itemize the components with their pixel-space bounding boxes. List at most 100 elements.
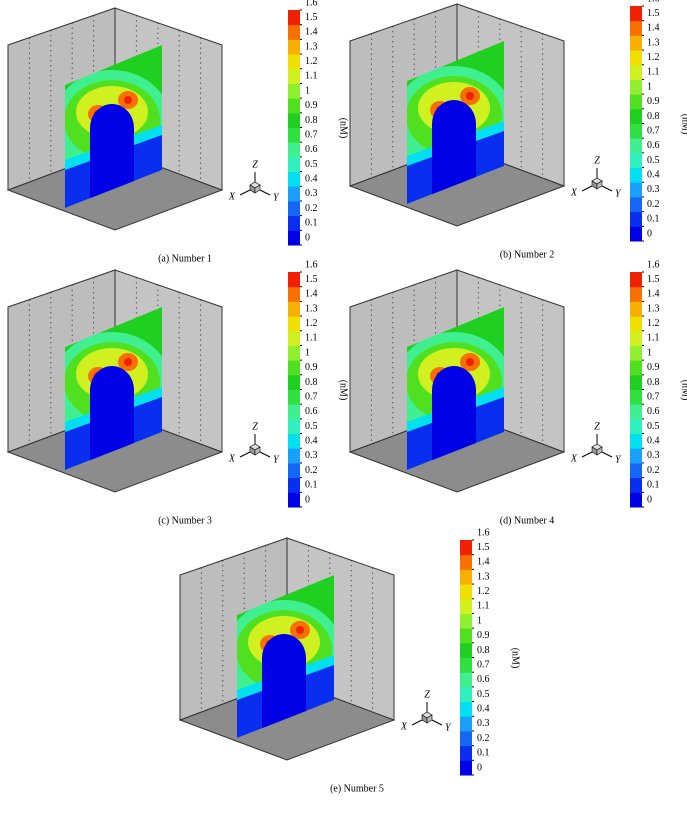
colorbar-tick-label: 0.5: [305, 421, 318, 432]
panel: 0 0.1 0.2 0.3 0.4 0.5 0.6 0.7 0.8 0.9 1 1.1 1.2 1.3 1.…: [6, 259, 349, 526]
triad-axis: [431, 719, 443, 726]
colorbar-band: [630, 79, 642, 95]
colorbar-label: (nM): [680, 114, 687, 135]
colorbar-label: (nM): [338, 118, 349, 139]
caption: (a) Number 1: [158, 253, 212, 264]
caption: (b) Number 2: [500, 249, 554, 260]
colorbar-tick-label: 0.1: [305, 480, 318, 491]
colorbar-tick-label: 0.7: [477, 659, 490, 670]
triad-axis: [259, 451, 271, 458]
colorbar-band: [460, 686, 472, 703]
colorbar-tick-label: 0.8: [647, 111, 660, 122]
colorbar-band: [460, 540, 472, 556]
colorbar-band: [630, 477, 642, 493]
triad-axis: [411, 719, 423, 726]
triad-cube: [426, 714, 433, 724]
colorbar-tick-label: 1.2: [305, 56, 318, 67]
axis-label: Y: [445, 722, 452, 733]
colorbar-band: [288, 301, 300, 317]
colorbar-band: [288, 24, 300, 40]
colorbar-tick-label: 1.2: [647, 52, 660, 63]
colorbar-band: [630, 138, 642, 154]
triad-axis: [601, 185, 613, 192]
colorbar-band: [288, 200, 300, 217]
colorbar-band: [288, 272, 300, 288]
panel: 0 0.1 0.2 0.3 0.4 0.5 0.6 0.7 0.8 0.9 1 1.1 1.2 1.3 1.…: [6, 0, 349, 264]
colorbar-band: [288, 448, 300, 464]
colorbar-tick-label: 1.3: [305, 41, 318, 52]
colorbar-band: [288, 83, 300, 99]
colorbar-tick-label: 1.2: [305, 318, 318, 329]
colorbar-band: [288, 462, 300, 479]
colorbar-tick-label: 0.6: [647, 140, 660, 151]
axis-label: Z: [424, 689, 430, 700]
colorbar-tick-label: 0.3: [647, 450, 660, 461]
colorbar-band: [460, 628, 472, 644]
colorbar-tick-label: 1.6: [647, 259, 660, 270]
colorbar-band: [288, 156, 300, 173]
colorbar-tick-label: 0: [647, 494, 652, 505]
triad-cube: [254, 184, 261, 194]
colorbar-tick-label: 0.8: [305, 115, 318, 126]
colorbar-band: [630, 20, 642, 36]
colorbar-band: [288, 68, 300, 84]
colorbar-tick-label: 0.8: [305, 377, 318, 388]
colorbar-band: [288, 215, 300, 231]
colorbar-tick-label: 1: [647, 347, 652, 358]
colorbar-tick-label: 0.6: [477, 674, 490, 685]
triad-axis: [601, 451, 613, 458]
colorbar-band: [288, 360, 300, 376]
colorbar-band: [288, 433, 300, 449]
caption: (d) Number 4: [500, 515, 554, 526]
slice-hot: [124, 96, 132, 104]
colorbar-tick-label: 0.2: [305, 465, 318, 476]
colorbar-band: [630, 433, 642, 449]
colorbar-tick-label: 0.7: [305, 129, 318, 140]
colorbar-tick-label: 1.1: [647, 333, 660, 344]
colorbar-tick-label: 1.3: [305, 303, 318, 314]
triad-axis: [239, 189, 251, 196]
colorbar-tick-label: 0.9: [647, 362, 660, 373]
colorbar-label: (nM): [510, 648, 521, 669]
colorbar-band: [460, 584, 472, 600]
colorbar-tick-label: 0.7: [647, 125, 660, 136]
axis-label: X: [570, 187, 578, 198]
slice-hot: [466, 92, 474, 100]
colorbar-band: [288, 142, 300, 158]
colorbar-band: [630, 226, 642, 242]
colorbar-label: (nM): [680, 380, 687, 401]
colorbar-tick-label: 1: [305, 347, 310, 358]
colorbar-band: [460, 730, 472, 747]
triad-axis: [239, 451, 251, 458]
colorbar-band: [288, 330, 300, 346]
colorbar-band: [288, 54, 300, 70]
colorbar-band: [630, 389, 642, 405]
axis-label: Y: [273, 454, 280, 465]
colorbar-band: [630, 345, 642, 361]
colorbar-tick-label: 0.2: [647, 199, 660, 210]
colorbar-tick-label: 0.2: [647, 465, 660, 476]
slice: [237, 575, 334, 738]
slice: [407, 41, 504, 204]
colorbar-band: [460, 672, 472, 688]
panel: 0 0.1 0.2 0.3 0.4 0.5 0.6 0.7 0.8 0.9 1 1.1 1.2 1.3 1.…: [348, 0, 687, 260]
colorbar-tick-label: 0.5: [305, 159, 318, 170]
colorbar-band: [630, 94, 642, 110]
colorbar-tick-label: 0.8: [647, 377, 660, 388]
triad-cube: [596, 446, 603, 456]
colorbar-tick-label: 1.3: [647, 303, 660, 314]
colorbar-band: [288, 127, 300, 143]
colorbar-tick-label: 0.1: [305, 218, 318, 229]
colorbar-band: [460, 701, 472, 717]
axis-label: Z: [594, 155, 600, 166]
colorbar-tick-label: 0.4: [305, 174, 318, 185]
colorbar-tick-label: 1.5: [647, 8, 660, 19]
colorbar-tick-label: 0.6: [305, 144, 318, 155]
colorbar-tick-label: 0.8: [477, 645, 490, 656]
colorbar-tick-label: 0.7: [647, 391, 660, 402]
axis-label: X: [228, 191, 236, 202]
colorbar-band: [460, 554, 472, 570]
axis-label: X: [400, 721, 408, 732]
colorbar-tick-label: 1.6: [305, 0, 318, 8]
colorbar-tick-label: 1.1: [305, 333, 318, 344]
